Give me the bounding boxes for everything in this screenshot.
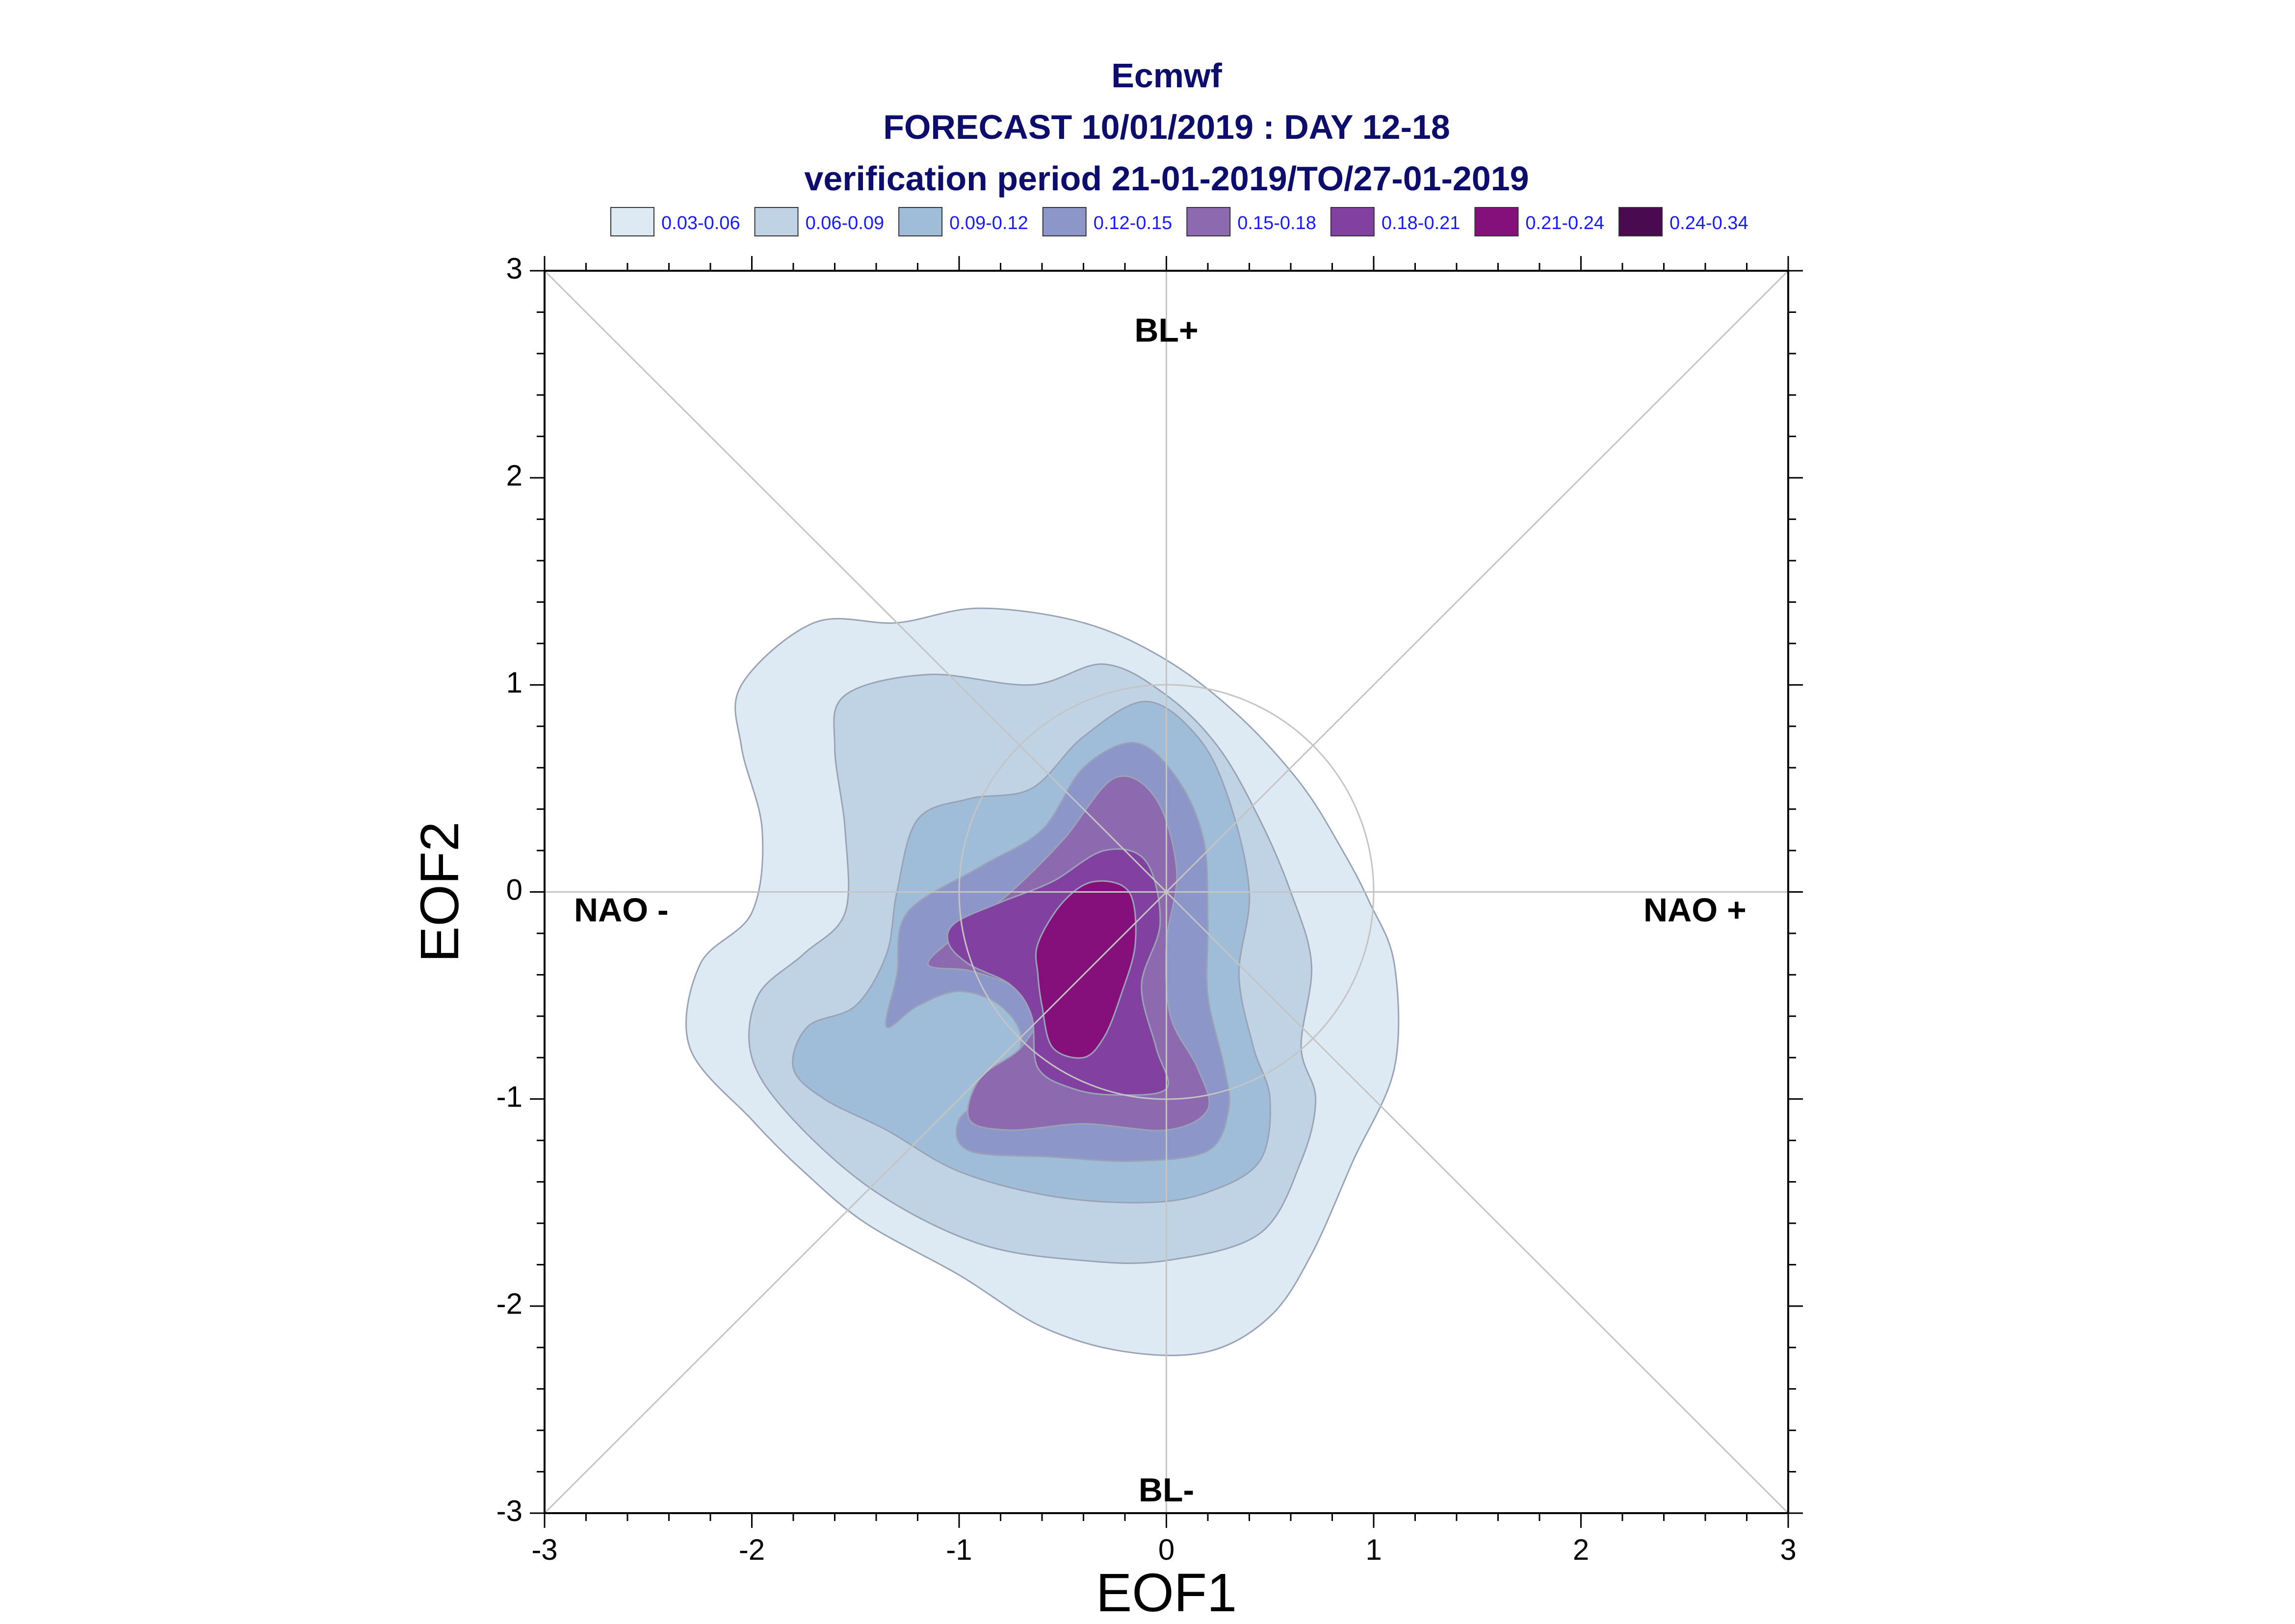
y-tick-label: 3: [506, 252, 522, 285]
legend-label: 0.12-0.15: [1094, 213, 1173, 233]
x-tick-label: -1: [946, 1533, 972, 1566]
y-tick-label: 2: [506, 459, 522, 492]
unit-circle: [958, 684, 1375, 1100]
y-axis-title: EOF2: [410, 822, 470, 962]
y-tick-label: -3: [496, 1495, 522, 1527]
region-label: BL+: [1134, 312, 1198, 349]
x-tick-label: 2: [1573, 1533, 1589, 1566]
legend-swatch: [898, 207, 943, 236]
legend-swatch: [1330, 207, 1375, 236]
region-label: NAO +: [1643, 892, 1747, 929]
y-tick-label: -1: [496, 1081, 522, 1113]
y-tick-label: 1: [506, 666, 522, 699]
x-tick-label: -3: [531, 1533, 557, 1566]
legend-swatch: [1186, 207, 1231, 236]
legend-swatch: [610, 207, 654, 236]
x-tick-label: -2: [739, 1533, 765, 1566]
title-line-2: FORECAST 10/01/2019 : DAY 12-18: [883, 108, 1450, 146]
x-axis-title: EOF1: [1096, 1563, 1237, 1623]
region-label: NAO -: [574, 892, 669, 929]
chart-legend: 0.03-0.06 0.06-0.09 0.09-0.12 0.12-0.15 0.15…: [610, 207, 1748, 236]
region-label: BL-: [1139, 1471, 1194, 1509]
x-tick-label: 1: [1365, 1533, 1382, 1566]
legend-label: 0.15-0.18: [1237, 213, 1316, 233]
legend-swatch: [754, 207, 799, 236]
legend-label: 0.06-0.09: [806, 213, 885, 233]
legend-label: 0.21-0.24: [1525, 213, 1604, 233]
chart-title: Ecmwf FORECAST 10/01/2019 : DAY 12-18 veri…: [804, 56, 1529, 198]
x-tick-label: 3: [1780, 1533, 1796, 1566]
reference-lines: [544, 270, 1789, 1514]
legend-label: 0.24-0.34: [1669, 213, 1748, 233]
y-tick-label: -2: [496, 1288, 522, 1320]
plot-area: BL+ BL- NAO - NAO + -3 -2 -1 0 1 2 3 -3 -2 -1 0 1 2 3: [496, 252, 1803, 1566]
legend-label: 0.09-0.12: [949, 213, 1028, 233]
axes: -3 -2 -1 0 1 2 3 -3 -2 -1 0 1 2 3: [496, 252, 1803, 1566]
legend-swatch: [1042, 207, 1087, 236]
title-line-3: verification period 21-01-2019/TO/27-01-…: [804, 159, 1529, 198]
title-line-1: Ecmwf: [1111, 56, 1222, 95]
legend-label: 0.18-0.21: [1382, 213, 1460, 233]
contour-0.21-0.24: [1035, 880, 1137, 1059]
legend-label: 0.03-0.06: [661, 213, 740, 233]
y-tick-label: 0: [506, 873, 522, 906]
legend-swatch: [1618, 207, 1663, 236]
x-tick-label: 0: [1158, 1533, 1174, 1566]
legend-swatch: [1474, 207, 1519, 236]
region-labels: BL+ BL- NAO - NAO +: [574, 312, 1747, 1509]
density-contours: [685, 607, 1400, 1356]
